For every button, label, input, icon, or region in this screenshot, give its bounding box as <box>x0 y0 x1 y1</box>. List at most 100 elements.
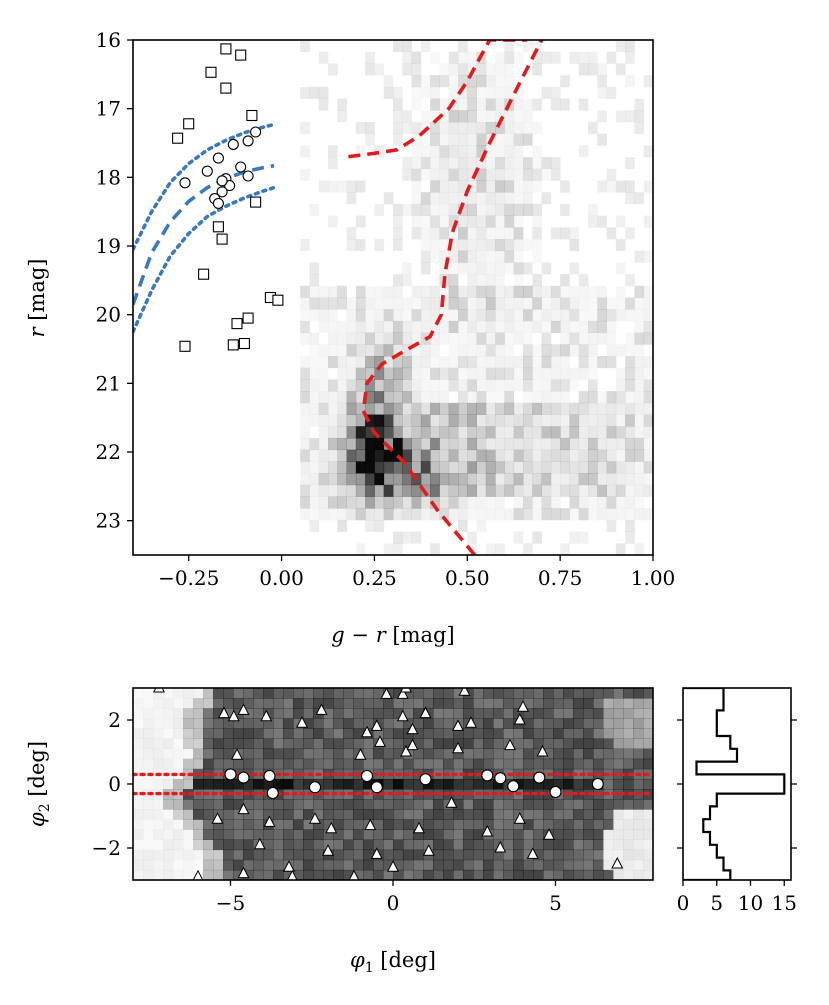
sky-heatmap-cell <box>613 708 624 719</box>
sky-heatmap-cell <box>233 839 244 851</box>
cmd-heatmap-cell <box>588 414 598 427</box>
cmd-heatmap-cell <box>411 426 422 439</box>
sky-heatmap-cell <box>563 859 574 871</box>
sky-heatmap-cell <box>363 688 374 699</box>
sky-heatmap-cell <box>363 859 374 871</box>
cmd-heatmap-cell <box>616 508 626 520</box>
sky-triangle-marker <box>412 821 426 834</box>
cmd-heatmap-cell <box>374 344 385 357</box>
cmd-heatmap-cell <box>476 227 487 240</box>
sky-heatmap-cell <box>483 758 494 770</box>
sky-heatmap-cell <box>563 869 574 880</box>
cmd-heatmap-cell <box>337 426 347 439</box>
cmd-heatmap-cell <box>485 157 496 170</box>
cmd-circle-marker <box>227 138 239 150</box>
cmd-heatmap-cell <box>439 216 449 228</box>
cmd-heatmap-cell <box>328 332 338 345</box>
sky-heatmap-cell <box>423 829 434 840</box>
sky-heatmap-cell <box>213 829 224 840</box>
sky-heatmap-cell <box>613 778 624 790</box>
cmd-heatmap-cell <box>467 215 477 228</box>
sky-heatmap-cell <box>313 859 324 871</box>
cmd-heatmap-cell <box>597 309 607 322</box>
cmd-y-tick-label: 18 <box>96 165 121 189</box>
cmd-heatmap-cell <box>346 473 357 486</box>
cmd-heatmap-cell <box>597 86 607 99</box>
sky-heatmap-cell <box>593 728 604 739</box>
cmd-heatmap-cell <box>513 473 524 486</box>
cmd-panel: −0.25 0.00 0.25 0.50 0.75 1.00 16171819202122… <box>25 28 675 647</box>
sky-heatmap-cell <box>403 839 414 851</box>
cmd-heatmap-cell <box>458 496 468 509</box>
cmd-heatmap-cell <box>458 508 468 521</box>
cmd-heatmap-cell <box>467 484 477 497</box>
cmd-heatmap-cell <box>420 461 431 474</box>
cmd-heatmap-cell <box>458 192 468 205</box>
cmd-heatmap-cell <box>476 203 487 216</box>
sky-heatmap-cell <box>613 869 624 880</box>
sky-heatmap-cell <box>513 708 524 719</box>
cmd-heatmap-cell <box>467 367 477 380</box>
cmd-heatmap-cell <box>495 309 505 322</box>
cmd-heatmap-cell <box>495 297 505 310</box>
sky-heatmap-cell <box>553 829 564 840</box>
sky-heatmap-cell <box>603 859 614 871</box>
sky-heatmap-cell <box>563 748 574 760</box>
cmd-heatmap-cell <box>560 543 570 555</box>
cmd-heatmap-cell <box>411 356 422 369</box>
sky-heatmap-cell <box>313 718 324 729</box>
cmd-heatmap-cell <box>523 449 533 462</box>
sky-heatmap-cell <box>513 869 524 880</box>
cmd-heatmap-cell <box>420 426 431 439</box>
sky-heatmap-cell <box>433 778 444 790</box>
cmd-heatmap-cell <box>495 414 505 427</box>
cmd-heatmap-cell <box>420 192 431 205</box>
cmd-heatmap-cell <box>309 86 320 99</box>
cmd-heatmap-cell <box>374 145 385 158</box>
sky-heatmap-cell <box>153 708 164 719</box>
cmd-heatmap-cell <box>411 168 422 181</box>
sky-heatmap-cell <box>133 849 144 861</box>
cmd-heatmap-cell <box>365 379 375 392</box>
cmd-heatmap-cell <box>578 63 589 76</box>
cmd-heatmap-cell <box>430 192 440 205</box>
sky-heatmap-cell <box>473 799 484 810</box>
cmd-circle-marker <box>201 165 213 177</box>
cmd-heatmap-cell <box>467 110 477 123</box>
cmd-heatmap-cell <box>328 473 338 486</box>
sky-triangle-marker <box>513 712 526 725</box>
cmd-heatmap-cell <box>402 356 412 369</box>
cmd-circle-marker <box>242 135 254 147</box>
sky-heatmap-cell <box>523 799 534 810</box>
cmd-heatmap-cell <box>550 461 561 474</box>
cmd-heatmap-cell <box>355 215 366 228</box>
sky-heatmap-cell <box>253 768 264 780</box>
cmd-heatmap-cell <box>430 98 440 111</box>
cmd-heatmap-cell <box>439 402 450 415</box>
sky-heatmap-cell <box>303 758 314 770</box>
cmd-heatmap-cell <box>365 356 375 369</box>
sky-selection-lines <box>133 772 653 796</box>
sky-heatmap-cell <box>563 819 574 830</box>
sky-heatmap-cell <box>143 698 153 709</box>
sky-triangle-marker <box>422 844 435 856</box>
sky-heatmap-cell <box>363 748 374 760</box>
cmd-heatmap-cell <box>634 332 645 345</box>
cmd-heatmap-cell <box>309 437 320 451</box>
cmd-heatmap-cell <box>365 367 375 380</box>
cmd-heatmap-cell <box>495 402 505 415</box>
sky-heatmap-cell <box>373 829 384 840</box>
sky-heatmap-cell <box>153 859 164 871</box>
sky-heatmap-cell <box>643 698 653 709</box>
cmd-heatmap-cell <box>532 285 542 298</box>
cmd-heatmap-cell <box>393 484 403 497</box>
cmd-heatmap-cell <box>514 274 524 286</box>
sky-heatmap-cell <box>333 748 344 760</box>
cmd-heatmap-cell <box>337 519 347 532</box>
cmd-heatmap-cell <box>430 157 440 170</box>
sky-heatmap-cell <box>383 778 394 790</box>
sky-heatmap-cell <box>353 758 364 770</box>
cmd-heatmap-cell <box>300 426 310 439</box>
cmd-heatmap-cell <box>541 414 552 427</box>
cmd-heatmap-cell <box>467 86 477 99</box>
